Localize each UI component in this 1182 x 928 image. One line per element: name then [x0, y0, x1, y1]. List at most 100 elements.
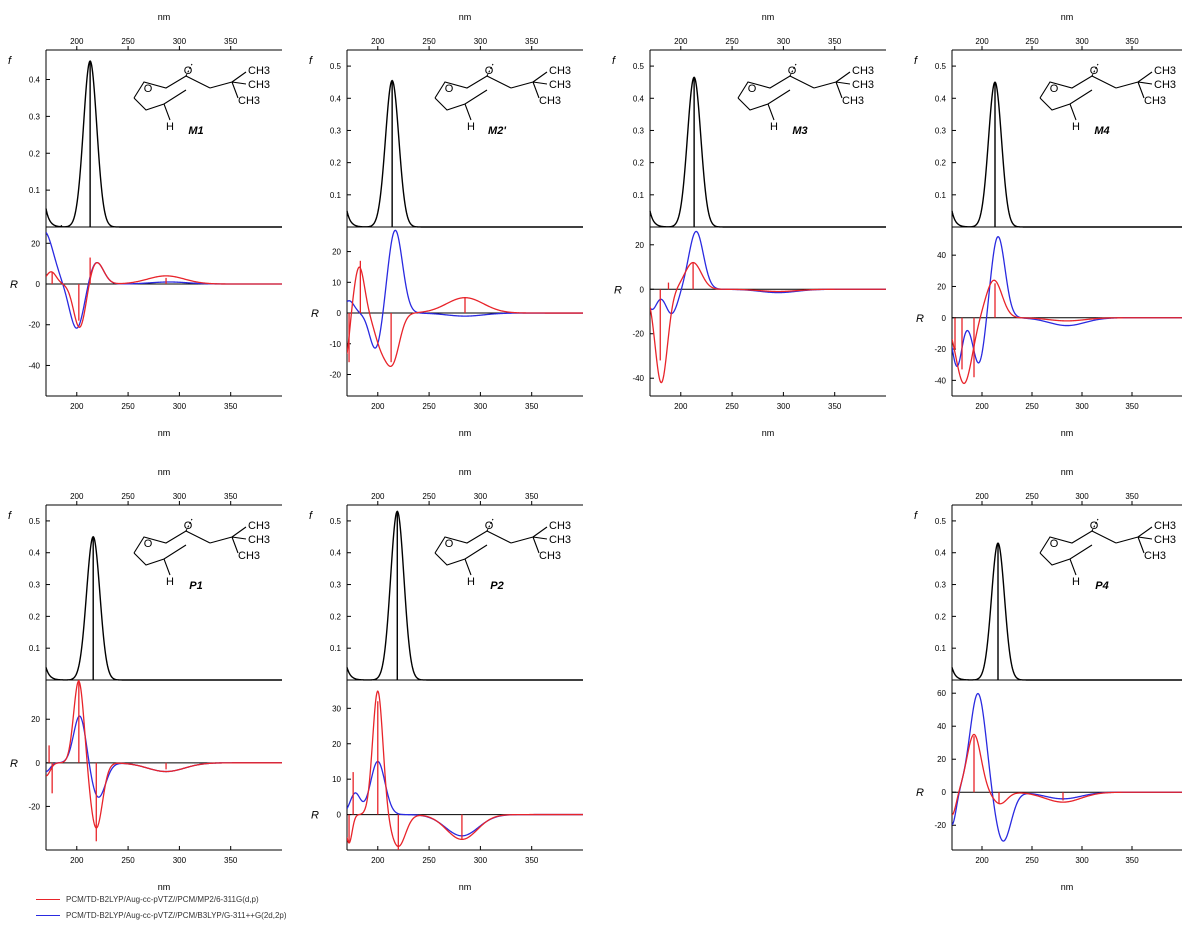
top-x-tick-label: 200: [975, 492, 989, 501]
methyl-label: CH3: [1154, 65, 1176, 77]
methyl-label: CH3: [539, 95, 561, 107]
methyl-label: CH3: [842, 95, 864, 107]
atom-hydrogen: H: [166, 121, 174, 133]
legend-entry-red: PCM/TD-B2LYP/Aug-cc-pVTZ//PCM/MP2/6-311G…: [36, 893, 596, 907]
methyl-label: CH3: [852, 79, 874, 91]
ring-bond: [737, 75, 815, 99]
chart-p2: nm 200 250 300 350 0.1 0.2 0.3 0.4 0.5 f 0 10 20 30 R 20…: [309, 467, 583, 892]
legend-label-red: PCM/TD-B2LYP/Aug-cc-pVTZ//PCM/MP2/6-311G…: [66, 895, 259, 904]
bottom-x-tick-label: 250: [1025, 402, 1039, 411]
methyl-label: CH3: [549, 65, 571, 77]
top-x-tick-label: 350: [1125, 492, 1139, 501]
molecule-structure: [1039, 518, 1153, 576]
r-y-tick-label: 0: [36, 280, 41, 289]
f-y-tick-label: 0.3: [633, 126, 645, 135]
bottom-x-tick-label: 200: [674, 402, 688, 411]
top-x-tick-label: 200: [674, 37, 688, 46]
r-curve-red: [347, 690, 583, 848]
f-y-tick-label: 0.2: [330, 612, 342, 621]
f-y-tick-label: 0.3: [29, 581, 41, 590]
isopropyl-bond: [209, 81, 233, 89]
chart-m1: nm 200 250 300 350 0.1 0.2 0.3 0.4 f -40 -20 0 20 R 200…: [8, 12, 282, 438]
atom-oxygen: O: [1090, 65, 1099, 77]
methyl-label: CH3: [1154, 534, 1176, 546]
atom-hydrogen: H: [1072, 576, 1080, 588]
ring-bond: [434, 75, 512, 99]
top-x-tick-label: 250: [422, 492, 436, 501]
ring-bond: [767, 103, 775, 121]
methyl-label: CH3: [248, 65, 270, 77]
r-y-tick-label: -20: [329, 370, 341, 379]
f-oscillator-curve: [45, 535, 282, 681]
f-oscillator-curve: [45, 60, 282, 228]
ring-bond: [133, 75, 211, 99]
bottom-axis-title: nm: [459, 428, 472, 438]
r-curve-blue: [952, 236, 1182, 368]
r-y-tick-label: -20: [632, 330, 644, 339]
atom-hydrogen: H: [770, 121, 778, 133]
top-x-tick-label: 250: [121, 37, 135, 46]
methyl-label: CH3: [1154, 520, 1176, 532]
ring-bond: [434, 530, 512, 554]
f-axis-title: f: [8, 510, 12, 522]
top-x-tick-label: 250: [422, 37, 436, 46]
chart-m2p: nm 200 250 300 350 0.1 0.2 0.3 0.4 0.5 f -20 -10 0 10 2…: [309, 12, 583, 438]
r-y-tick-label: 20: [635, 241, 644, 250]
f-y-tick-label: 0.2: [935, 612, 947, 621]
atom-oxygen: O: [445, 538, 454, 550]
methyl-label: CH3: [539, 550, 561, 562]
ring-bond: [163, 103, 171, 121]
top-x-tick-label: 350: [828, 37, 842, 46]
top-x-tick-label: 350: [525, 492, 539, 501]
atom-oxygen: O: [485, 65, 494, 77]
f-oscillator-curve: [649, 76, 886, 228]
f-y-tick-label: 0.2: [330, 159, 342, 168]
f-y-tick-label: 0.2: [29, 612, 41, 621]
ring-bond: [737, 89, 791, 111]
f-y-tick-label: 0.4: [633, 94, 645, 103]
methyl-label: CH3: [549, 79, 571, 91]
ring-bond: [1069, 103, 1077, 121]
ring-bond: [434, 89, 488, 111]
bottom-x-tick-label: 250: [422, 856, 436, 865]
molecule-structure: [737, 63, 851, 121]
methyl-label: CH3: [248, 534, 270, 546]
atom-oxygen: O: [144, 83, 153, 95]
bottom-x-tick-label: 300: [173, 402, 187, 411]
atom-oxygen: O: [748, 83, 757, 95]
top-x-tick-label: 200: [371, 37, 385, 46]
top-x-tick-label: 300: [173, 37, 187, 46]
top-x-tick-label: 250: [1025, 492, 1039, 501]
methyl-label: CH3: [549, 534, 571, 546]
r-y-tick-label: -40: [632, 374, 644, 383]
r-curve-red: [46, 680, 282, 829]
r-y-tick-label: 20: [332, 248, 341, 257]
methyl-label: CH3: [248, 520, 270, 532]
f-axis-title: f: [914, 55, 918, 67]
top-axis-title: nm: [1061, 467, 1074, 477]
f-axis-title: f: [309, 55, 313, 67]
bottom-axis-title: nm: [158, 428, 171, 438]
atom-oxygen: O: [445, 83, 454, 95]
molecule-label: M3: [792, 125, 807, 137]
chart-p4: nm 200 250 300 350 0.1 0.2 0.3 0.4 0.5 f -20 0 20 40 60…: [914, 467, 1182, 892]
f-y-tick-label: 0.1: [330, 644, 342, 653]
top-x-tick-label: 200: [975, 37, 989, 46]
r-axis-title: R: [614, 284, 622, 296]
atom-hydrogen: H: [1072, 121, 1080, 133]
isopropyl-bond: [1115, 536, 1139, 544]
bottom-x-tick-label: 300: [474, 856, 488, 865]
top-x-tick-label: 250: [725, 37, 739, 46]
f-y-tick-label: 0.2: [29, 149, 41, 158]
bottom-x-tick-label: 250: [121, 856, 135, 865]
methyl-bonds: [1137, 526, 1153, 554]
f-y-tick-label: 0.3: [935, 581, 947, 590]
bottom-axis-title: nm: [1061, 882, 1074, 892]
r-axis-title: R: [10, 279, 18, 291]
r-y-tick-label: 10: [332, 278, 341, 287]
isopropyl-bond: [813, 81, 837, 89]
top-x-tick-label: 200: [371, 492, 385, 501]
bottom-x-tick-label: 200: [975, 856, 989, 865]
top-x-tick-label: 300: [1075, 37, 1089, 46]
ring-bond: [163, 558, 171, 576]
